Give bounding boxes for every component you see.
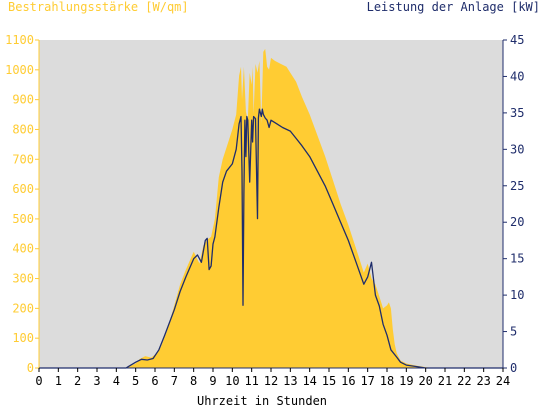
x-tick-label: 16 [341,374,355,388]
left-tick-label: 800 [12,122,34,136]
left-tick-label: 1100 [5,33,34,47]
x-tick-label: 20 [418,374,432,388]
x-tick-label: 18 [380,374,394,388]
left-tick-label: 500 [12,212,34,226]
x-tick-label: 11 [244,374,258,388]
x-tick-label: 12 [264,374,278,388]
x-tick-label: 2 [74,374,81,388]
right-tick-label: 30 [510,142,524,156]
right-tick-label: 10 [510,288,524,302]
x-tick-label: 10 [225,374,239,388]
right-tick-label: 0 [510,361,517,375]
x-tick-label: 15 [322,374,336,388]
left-tick-label: 1000 [5,63,34,77]
x-tick-label: 7 [171,374,178,388]
right-tick-label: 5 [510,325,517,339]
left-axis-label: Bestrahlungsstärke [W/qm] [8,0,189,14]
x-tick-label: 5 [132,374,139,388]
x-tick-label: 23 [476,374,490,388]
left-tick-label: 100 [12,331,34,345]
x-tick-label: 13 [283,374,297,388]
left-tick-label: 400 [12,242,34,256]
right-axis-label: Leistung der Anlage [kW] [367,0,540,14]
x-tick-label: 17 [360,374,374,388]
left-tick-label: 0 [27,361,34,375]
left-tick-label: 300 [12,272,34,286]
right-tick-label: 25 [510,179,524,193]
x-tick-label: 19 [399,374,413,388]
right-tick-label: 45 [510,33,524,47]
x-tick-label: 0 [35,374,42,388]
right-tick-label: 15 [510,252,524,266]
x-tick-label: 4 [113,374,120,388]
x-tick-label: 22 [457,374,471,388]
x-axis-label: Uhrzeit in Stunden [197,394,327,408]
x-tick-label: 1 [55,374,62,388]
x-tick-label: 3 [93,374,100,388]
left-tick-label: 200 [12,301,34,315]
power-line [39,108,503,369]
right-tick-label: 20 [510,215,524,229]
left-tick-label: 700 [12,152,34,166]
right-tick-label: 35 [510,106,524,120]
left-tick-label: 900 [12,93,34,107]
x-tick-label: 6 [151,374,158,388]
irradiance-area [39,48,503,369]
x-tick-label: 8 [190,374,197,388]
x-tick-label: 9 [209,374,216,388]
left-tick-label: 600 [12,182,34,196]
right-tick-label: 40 [510,69,524,83]
x-tick-label: 21 [438,374,452,388]
x-tick-label: 14 [302,374,316,388]
x-tick-label: 24 [496,374,510,388]
